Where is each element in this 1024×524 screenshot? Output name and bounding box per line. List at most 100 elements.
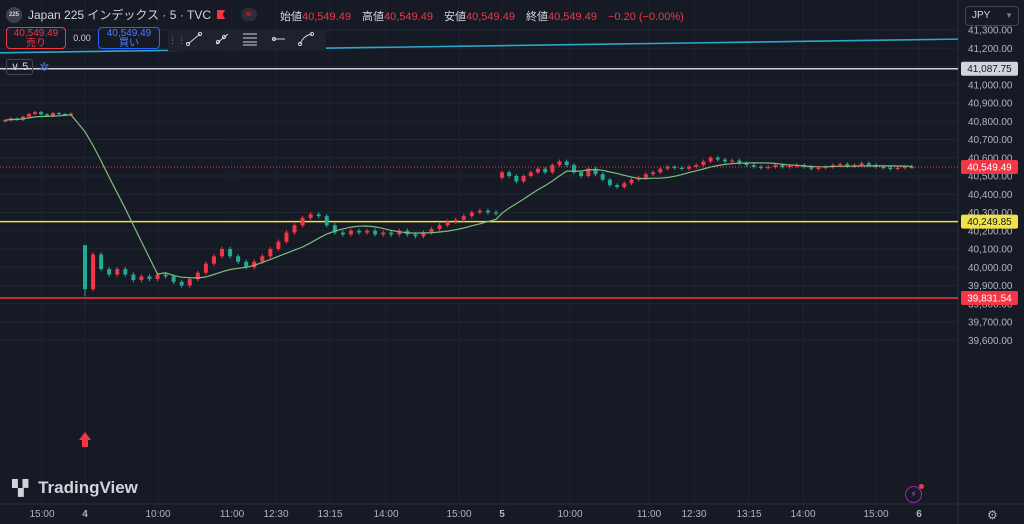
candle-body <box>773 165 778 167</box>
candle-body <box>607 179 612 186</box>
candle-body <box>507 172 512 176</box>
candle-body <box>381 232 386 235</box>
candle-body <box>260 256 265 262</box>
candle-body <box>722 159 727 162</box>
candle-body <box>557 161 562 166</box>
symbol-badge: 225 <box>6 6 22 23</box>
candle-body <box>535 168 540 173</box>
candle-body <box>600 174 605 180</box>
ray-icon[interactable] <box>208 32 236 49</box>
flag-icon[interactable] <box>217 10 226 19</box>
candle-body <box>220 249 224 257</box>
candle-body <box>615 185 620 187</box>
candle-body <box>461 216 466 220</box>
time-tick-label: 15:00 <box>29 509 54 520</box>
fib-retracement-icon[interactable] <box>236 32 264 49</box>
candle-body <box>823 166 828 169</box>
buy-button[interactable]: 40,549.49 買い <box>98 27 160 49</box>
candle-body <box>39 112 43 115</box>
candle-body <box>758 166 763 169</box>
price-tick-label: 40,900.00 <box>968 99 1013 110</box>
candle-body <box>564 161 569 166</box>
candle-body <box>324 216 329 226</box>
drawing-toolbar: ⋮⋮ <box>168 29 326 51</box>
candle-body <box>27 113 31 117</box>
price-tick-label: 40,100.00 <box>968 245 1013 256</box>
candle-body <box>902 166 907 169</box>
symbol-title[interactable]: Japan 225 インデックス · 5 · TVC <box>28 8 212 22</box>
candle-body <box>629 179 634 184</box>
candle-body <box>373 230 378 235</box>
gear-icon[interactable]: ✲ <box>39 60 50 74</box>
candle-body <box>397 230 402 235</box>
candle-body <box>838 164 843 166</box>
indicator-toggle[interactable]: ∨ 5 <box>6 59 34 75</box>
candle-body <box>593 168 598 175</box>
price-tick-label: 41,200.00 <box>968 44 1013 55</box>
candle-body <box>211 256 216 264</box>
price-tick-label: 39,600.00 <box>968 336 1013 347</box>
currency-select[interactable]: JPY ▼ <box>965 6 1019 26</box>
time-tick-label: 10:00 <box>145 509 170 520</box>
curve-icon[interactable] <box>292 31 320 49</box>
candle-body <box>147 276 152 280</box>
lightning-icon[interactable]: ⚡ <box>905 484 924 503</box>
candle-body <box>845 164 850 166</box>
candle-body <box>859 163 864 166</box>
candle-body <box>316 214 321 217</box>
indicator-legend: ∨ 5 ✲ <box>6 59 49 75</box>
candle-body <box>348 230 353 235</box>
ohlc-readout: 始値40,549.49 高値40,549.49 安値40,549.49 終値40… <box>280 8 692 24</box>
market-status-pill[interactable]: ≈ <box>241 8 257 21</box>
candle-body <box>57 113 61 115</box>
time-tick-label: 11:00 <box>637 509 662 520</box>
indicator-period: 5 <box>22 61 29 73</box>
time-tick-label: 4 <box>82 509 88 520</box>
price-tick-label: 40,800.00 <box>968 117 1013 128</box>
price-label-bg <box>961 159 1018 174</box>
time-tick-label: 13:15 <box>317 509 342 520</box>
candle-body <box>672 166 677 169</box>
candle-body <box>737 160 742 164</box>
buy-price: 40,549.49 <box>106 28 152 39</box>
sell-button[interactable]: 40,549.49 売り <box>6 27 66 49</box>
time-tick-label: 10:00 <box>557 509 582 520</box>
price-tick-label: 40,700.00 <box>968 135 1013 146</box>
trend-line <box>0 38 959 54</box>
trend-line-icon[interactable] <box>180 31 208 49</box>
time-tick-label: 6 <box>916 509 922 520</box>
price-label-text: 40,249.85 <box>967 217 1012 228</box>
candle-body <box>881 166 886 169</box>
candle-body <box>586 168 591 176</box>
low-value: 40,549.49 <box>466 11 515 23</box>
candle-body <box>308 214 313 218</box>
candle-body <box>252 261 257 268</box>
candle-body <box>816 167 821 169</box>
grip-icon[interactable]: ⋮⋮ <box>168 34 186 45</box>
candle-body <box>751 165 756 167</box>
open-value: 40,549.49 <box>302 11 351 23</box>
candle-body <box>155 274 160 280</box>
time-axis: 15:00 4 10:00 11:00 12:30 13:15 14:00 15:00 5 10:… <box>29 509 922 520</box>
candle-body <box>485 210 490 213</box>
price-tick-label: 40,000.00 <box>968 263 1013 274</box>
candle-body <box>708 157 713 162</box>
candle-body <box>244 261 249 268</box>
candle-body <box>453 219 458 222</box>
candle-body <box>123 269 128 275</box>
candle-body <box>300 217 305 226</box>
time-tick-label: 14:00 <box>373 509 398 520</box>
candle-body <box>195 272 200 280</box>
candle-body <box>866 163 871 166</box>
settings-icon[interactable]: ⚙ <box>987 508 998 522</box>
candle-body <box>228 249 233 257</box>
close-label: 終値 <box>526 11 548 23</box>
change-value: −0.20 (−0.00%) <box>608 11 684 23</box>
candle-body <box>579 172 584 176</box>
price-tick-label: 40,600.00 <box>968 153 1013 164</box>
time-tick-label: 15:00 <box>446 509 471 520</box>
tradingview-icon: ▚▘ <box>12 480 34 497</box>
price-label-bg <box>961 61 1018 76</box>
horizontal-ray-icon[interactable] <box>264 32 292 49</box>
